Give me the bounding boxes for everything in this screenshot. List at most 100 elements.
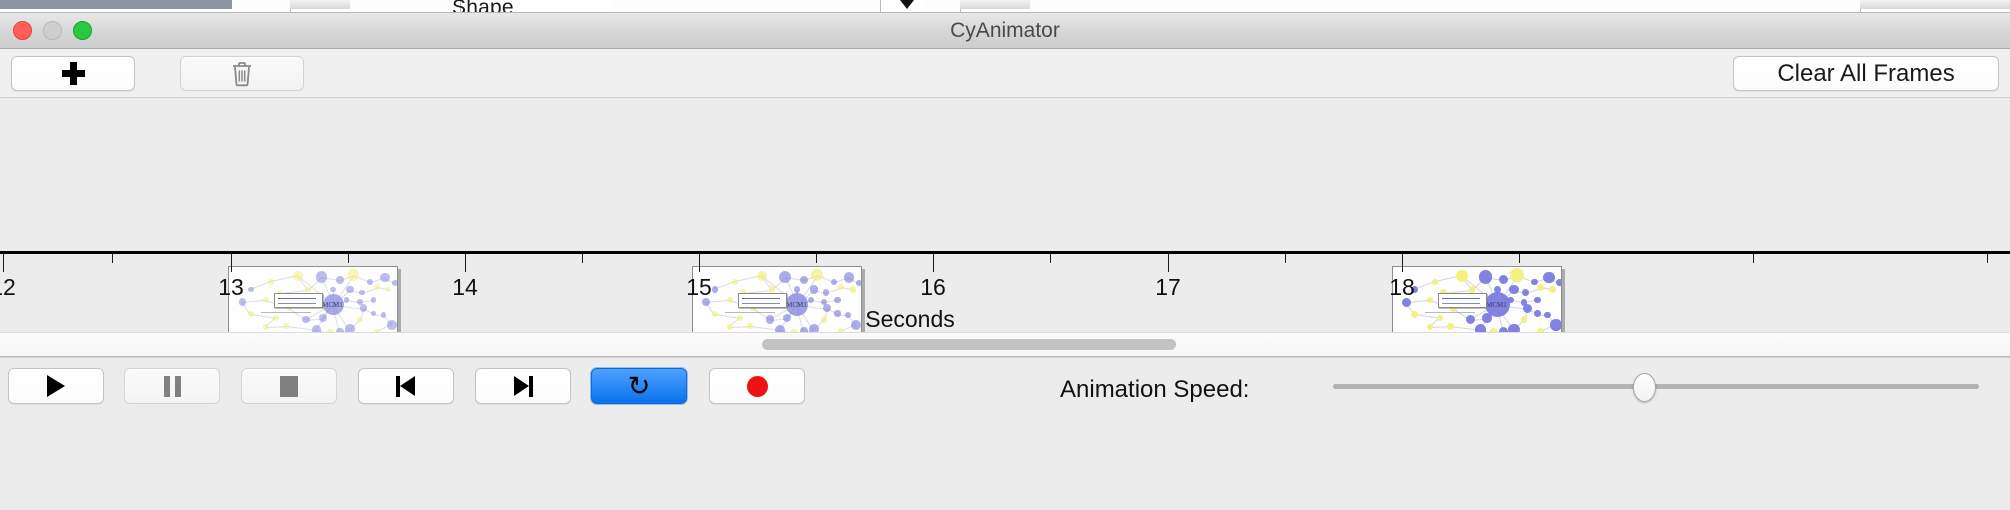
network-node [1522,303,1532,313]
timeline-scrollbar[interactable] [0,332,2010,357]
network-hub-label: MCM1 [322,300,343,309]
network-node [238,298,247,307]
animation-speed-label: Animation Speed: [1060,376,1250,403]
network-node [293,271,303,281]
network-node [336,327,344,332]
network-node [247,311,254,318]
play-button[interactable] [8,368,104,404]
network-node [1522,289,1530,296]
network-node [319,314,327,322]
network-node [711,311,718,318]
network-tooltip-text-line [278,302,317,304]
maximize-button[interactable] [73,21,92,40]
background-cell [1030,0,1151,12]
network-node [837,328,844,332]
background-cell [350,0,461,12]
network-node [1543,271,1555,284]
network-node [1493,286,1501,293]
network-node [786,293,809,316]
background-caret-icon [900,0,914,9]
axis-tick-label: 16 [920,274,946,300]
network-node [346,285,354,294]
axis-tick-label: 15 [686,274,712,300]
network-node [766,315,775,324]
record-button[interactable] [709,368,805,404]
timeline-frame-thumbnail[interactable]: MCM1 [228,266,398,332]
timeline-frame-thumbnail[interactable]: MCM1 [692,266,862,332]
loop-button[interactable]: ↻ [591,368,687,404]
network-thumbnail: MCM1 [229,267,397,332]
add-frame-button[interactable] [11,56,135,91]
network-node [1530,278,1538,286]
network-node [385,286,392,293]
network-node [779,270,792,283]
stop-button[interactable] [241,368,337,404]
network-caption-line [260,312,312,313]
network-node [809,285,818,294]
network-node [1411,286,1419,293]
network-node [373,284,380,291]
axis-tick-minor [1285,254,1286,263]
axis-tick-major [1402,254,1403,272]
network-node [821,299,828,306]
network-tooltip-text-line [278,297,317,299]
network-node [811,269,824,282]
background-cell [232,0,291,12]
network-node [823,304,832,313]
network-node [247,286,254,293]
skip-back-button[interactable] [358,368,454,404]
animation-speed-slider-thumb[interactable] [1633,373,1657,402]
network-thumbnail: MCM1 [1393,267,1561,332]
network-node [1436,314,1444,322]
network-node [831,278,838,286]
timeline-frame-thumbnail[interactable]: MCM1 [1392,266,1562,332]
network-node [1499,326,1509,332]
network-node [834,310,841,317]
background-cell [612,0,706,12]
network-tooltip-text-line [742,297,781,299]
skip-forward-button[interactable] [475,368,571,404]
network-tooltip-text-line [742,302,781,304]
scrollbar-thumb[interactable] [762,339,1176,350]
network-node [768,286,775,293]
network-node [302,315,311,324]
timeline-panel[interactable]: MCM1 MCM1 MCM1 12 13 14 15 16 17 18 Seconds [0,98,2010,332]
network-node [794,286,801,293]
axis-title: Seconds [865,306,955,332]
network-node [750,305,757,312]
delete-frame-button[interactable] [180,56,304,91]
axis-tick-minor [1753,254,1754,263]
network-node [783,313,792,323]
network-node [1549,286,1557,293]
network-node [821,316,828,323]
frame-toolbar: Clear All Frames [0,49,2010,98]
network-tooltip-box [1438,292,1488,308]
network-node [702,298,711,307]
network-node [1474,324,1487,332]
network-node [1411,310,1419,318]
background-divider [0,12,2010,13]
pause-button[interactable] [124,368,220,404]
background-cell [705,0,881,12]
record-icon [746,375,768,397]
clear-all-frames-button[interactable]: Clear All Frames [1733,56,1999,91]
network-node [1489,328,1499,332]
axis-tick-label: 18 [1389,274,1415,300]
loop-icon: ↻ [627,370,651,402]
network-node [775,324,786,332]
window-titlebar[interactable]: CyAnimator [0,13,2010,49]
background-cell [1150,0,1351,12]
network-node [345,324,355,332]
network-node [359,304,368,313]
network-node [263,297,269,303]
network-node [347,269,360,282]
network-node [325,329,334,332]
network-node [330,286,337,293]
minimize-button[interactable] [43,21,62,40]
animation-speed-slider[interactable] [1333,373,1979,402]
close-button[interactable] [13,21,32,40]
network-node [315,270,328,283]
network-node [373,328,380,332]
playback-control-bar: ↻ Animation Speed: [0,357,2010,414]
axis-tick-major [465,254,466,272]
